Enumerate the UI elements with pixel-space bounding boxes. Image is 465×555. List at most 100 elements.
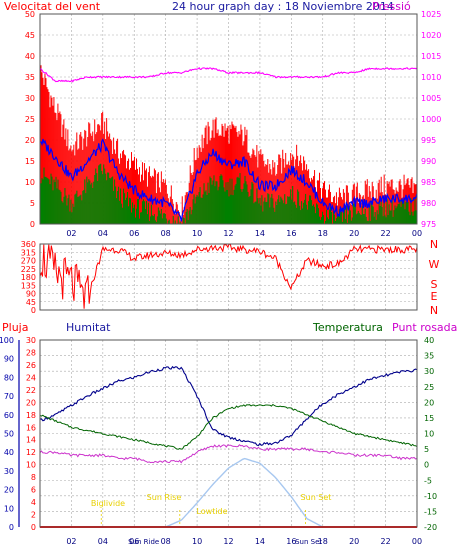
- wind-min-bars: [39, 163, 418, 224]
- wind-speed-title: Velocitat del vent: [4, 0, 101, 13]
- direction-y-tick: 225: [21, 265, 36, 274]
- compass-label: S: [431, 278, 438, 291]
- climate-x-tick: 22: [380, 537, 390, 546]
- sunrise-label: Sun Rise: [147, 493, 182, 502]
- humidity-y-tick: 30: [4, 467, 14, 476]
- rain-y-tick: 18: [26, 411, 36, 420]
- wind-y-tick: 50: [25, 10, 35, 19]
- pressure-title: Pressió: [372, 0, 411, 13]
- pressure-y-tick: 1010: [421, 73, 441, 82]
- humidity-y-tick: 40: [4, 448, 14, 457]
- wind-y-tick: 5: [30, 199, 35, 208]
- humidity-y-tick: 0: [9, 523, 14, 532]
- direction-y-tick: 0: [31, 306, 36, 315]
- humidity-y-tick: 50: [4, 430, 14, 439]
- rain-y-tick: 12: [26, 448, 36, 457]
- wind-y-tick: 30: [25, 94, 35, 103]
- temperature-y-tick: 30: [424, 367, 434, 376]
- wind-x-tick: 22: [380, 229, 390, 238]
- compass-label: E: [431, 290, 438, 303]
- legend-punt-rosada: Punt rosada: [392, 321, 457, 334]
- wind-x-tick: 16: [286, 229, 296, 238]
- climate-x-tick: 16: [286, 537, 296, 546]
- wind-y-tick: 10: [25, 178, 35, 187]
- sunrise-x-label: Sun Ride: [128, 538, 159, 546]
- legend-humitat: Humitat: [66, 321, 111, 334]
- wind-x-tick: 18: [318, 229, 328, 238]
- climate-x-tick: 00: [412, 537, 422, 546]
- rain-y-tick: 20: [26, 398, 36, 407]
- rain-y-tick: 28: [26, 348, 36, 357]
- rain-y-tick: 6: [31, 486, 36, 495]
- wind-y-tick: 35: [25, 73, 35, 82]
- wind-x-tick: 00: [412, 229, 422, 238]
- wind-y-tick: 15: [25, 157, 35, 166]
- pressure-y-tick: 1000: [421, 115, 441, 124]
- wind-x-tick: 08: [161, 229, 171, 238]
- direction-y-tick: 180: [21, 273, 36, 282]
- rain-y-tick: 2: [31, 511, 36, 520]
- direction-y-tick: 90: [26, 290, 36, 299]
- pressure-y-tick: 980: [421, 199, 436, 208]
- pressure-y-tick: 1015: [421, 52, 441, 61]
- direction-y-tick: 45: [26, 298, 36, 307]
- direction-y-tick: 135: [21, 281, 36, 290]
- temperature-y-tick: 0: [424, 461, 429, 470]
- climate-x-tick: 12: [223, 537, 233, 546]
- rain-y-tick: 4: [31, 498, 36, 507]
- sunset-x-label: Sun Set: [295, 538, 322, 546]
- pressure-y-tick: 1020: [421, 31, 441, 40]
- wind-x-tick: 10: [192, 229, 202, 238]
- rain-y-tick: 8: [31, 473, 36, 482]
- pressure-y-tick: 985: [421, 178, 436, 187]
- wind-y-tick: 0: [30, 220, 35, 229]
- dew-point-line: [39, 444, 418, 464]
- temperature-line: [39, 403, 418, 450]
- humidity-y-tick: 100: [0, 336, 14, 345]
- sun-first-light-label: Biglivide: [91, 499, 125, 508]
- wind-y-tick: 25: [25, 115, 35, 124]
- pressure-y-tick: 1025: [421, 10, 441, 19]
- wind-x-tick: 20: [349, 229, 359, 238]
- temperature-y-tick: -10: [424, 492, 437, 501]
- climate-x-tick: 10: [192, 537, 202, 546]
- direction-y-tick: 315: [21, 248, 36, 257]
- pressure-y-tick: 995: [421, 136, 436, 145]
- solar-noon-label: Lowtide: [196, 507, 227, 516]
- sunset-label: Sun Set: [301, 493, 332, 502]
- wind-pressure-chart: 0510152025303540455097598098599099510001…: [25, 10, 442, 238]
- temperature-y-tick: -20: [424, 523, 437, 532]
- humidity-y-tick: 70: [4, 392, 14, 401]
- compass-label: W: [429, 258, 440, 271]
- humidity-y-tick: 20: [4, 486, 14, 495]
- humidity-y-tick: 80: [4, 373, 14, 382]
- temperature-y-tick: -15: [424, 507, 437, 516]
- temperature-y-tick: 10: [424, 430, 434, 439]
- wind-chart-frame: [39, 13, 418, 225]
- wind-y-tick: 20: [25, 136, 35, 145]
- temperature-y-tick: 20: [424, 398, 434, 407]
- rain-y-tick: 22: [26, 386, 36, 395]
- wind-x-tick: 06: [129, 229, 139, 238]
- legend-pluja: Pluja: [2, 321, 28, 334]
- climate-x-tick: 18: [318, 537, 328, 546]
- humidity-y-tick: 10: [4, 504, 14, 513]
- rain-y-tick: 10: [26, 461, 36, 470]
- legend-temperatura: Temperatura: [312, 321, 383, 334]
- wind-y-tick: 45: [25, 31, 35, 40]
- climate-x-tick: 02: [66, 537, 76, 546]
- humidity-y-tick: 90: [4, 355, 14, 364]
- direction-y-tick: 270: [21, 257, 36, 266]
- temperature-y-tick: 25: [424, 383, 434, 392]
- climate-chart-frame: [39, 339, 418, 528]
- climate-x-tick: 06: [129, 537, 139, 546]
- humidity-line: [39, 365, 418, 447]
- climate-x-tick: 08: [161, 537, 171, 546]
- wind-x-tick: 04: [98, 229, 108, 238]
- pressure-y-tick: 990: [421, 157, 436, 166]
- chart-date-title: 24 hour graph day : 18 Noviembre 2014: [172, 0, 394, 13]
- wind-x-tick: 12: [223, 229, 233, 238]
- rain-y-tick: 30: [26, 336, 36, 345]
- direction-chart-frame: [39, 243, 418, 311]
